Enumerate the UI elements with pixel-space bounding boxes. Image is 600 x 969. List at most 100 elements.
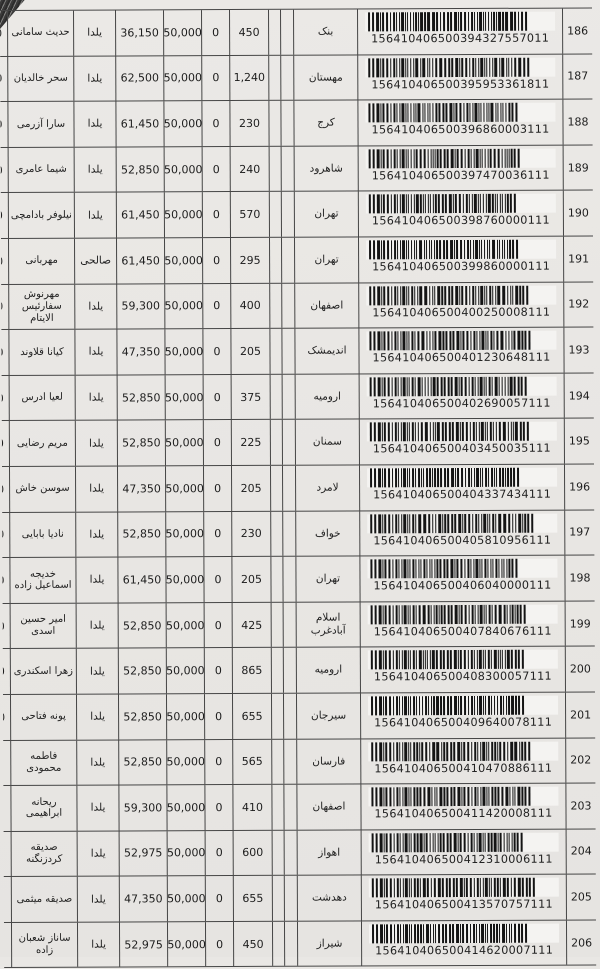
city-cell: دهدشت xyxy=(297,875,362,921)
clipped-left-value: 0 xyxy=(0,118,3,132)
clipped-left-cell xyxy=(3,831,12,877)
barcode-cell: 156410406500399860000111 xyxy=(358,236,565,283)
barcode-cell: 156410406500414620007111 xyxy=(361,920,568,966)
count-value: 655 xyxy=(241,709,263,723)
count-cell: 205 xyxy=(231,465,272,511)
zero-cell: 0 xyxy=(202,237,232,283)
table-row: 0 خدیجه اسماعیل زاده یلدا 61,450 50,000 … xyxy=(2,555,595,604)
amount-cell: 52,850 xyxy=(119,739,168,785)
city-name: دهدشت xyxy=(311,891,347,904)
row-number-cell: 198 xyxy=(565,556,594,601)
amount-value: 52,975 xyxy=(123,846,163,860)
period-label: یلدا xyxy=(90,756,106,769)
table-row: 0 مهربانی صالحی 61,450 50,000 0 295 تهرا… xyxy=(1,236,594,285)
table-row: 0 نیلوفر بادامچی یلدا 61,450 50,000 0 57… xyxy=(0,190,593,239)
barcode-icon xyxy=(367,649,558,670)
zero-value: 0 xyxy=(213,299,221,313)
empty-narrow-cell-1 xyxy=(271,602,284,648)
row-number: 191 xyxy=(568,252,590,266)
row-number: 206 xyxy=(571,936,593,950)
barcode-icon xyxy=(368,695,559,716)
clipped-left-cell: 0 xyxy=(0,10,9,56)
empty-narrow-cell-2 xyxy=(281,146,295,192)
amount-value: 59,300 xyxy=(123,801,163,815)
zero-cell: 0 xyxy=(203,465,233,511)
period-label: یلدا xyxy=(91,938,107,951)
city-cell: خواف xyxy=(296,510,361,556)
base-amount-value: 50,000 xyxy=(167,937,206,951)
clipped-left-cell: 0 xyxy=(0,102,9,147)
base-amount-value: 50,000 xyxy=(166,709,205,724)
base-amount-value: 50,000 xyxy=(167,801,206,815)
base-amount-value: 50,000 xyxy=(164,208,203,222)
base-amount-cell: 50,000 xyxy=(167,739,206,785)
amount-value: 52,975 xyxy=(124,938,163,952)
barcode-cell: 156410406500409640078111 xyxy=(360,692,567,738)
base-amount-cell: 50,000 xyxy=(164,55,203,101)
period-label: یلدا xyxy=(90,801,106,815)
city-cell: اهواز xyxy=(297,830,362,876)
city-cell: اصفهان xyxy=(297,784,362,830)
period-label: صالحی xyxy=(80,254,112,267)
empty-narrow-cell-1 xyxy=(269,192,282,237)
base-amount-cell: 50,000 xyxy=(165,420,204,466)
barcode-icon xyxy=(366,285,557,306)
clipped-left-cell xyxy=(3,740,12,786)
row-number-cell: 195 xyxy=(565,419,594,464)
empty-narrow-cell-1 xyxy=(270,465,284,511)
barcode-cell: 156410406500395953361811 xyxy=(358,54,564,100)
zero-value: 0 xyxy=(213,390,221,404)
clipped-left-cell: 0 xyxy=(1,238,10,284)
amount-cell: 59,300 xyxy=(119,785,168,831)
barcode-number: 156410406500406040000111 xyxy=(373,578,552,593)
city-name: تهران xyxy=(314,207,339,221)
table-row: صدیقه میثمی یلدا 47,350 50,000 0 655 دهد… xyxy=(3,874,596,923)
period-label: یلدا xyxy=(90,847,106,860)
clipped-left-cell: 0 xyxy=(0,147,9,193)
period-label: یلدا xyxy=(89,528,105,541)
count-value: 240 xyxy=(239,162,261,176)
empty-narrow-cell-1 xyxy=(269,146,282,192)
amount-cell: 52,850 xyxy=(118,648,167,694)
zero-value: 0 xyxy=(213,253,221,267)
base-amount-value: 50,000 xyxy=(167,892,206,906)
person-name-cell: مریم رضایی xyxy=(9,421,76,466)
empty-narrow-cell-1 xyxy=(270,283,283,329)
period-label: یلدا xyxy=(90,893,106,906)
amount-value: 61,450 xyxy=(122,573,162,587)
zero-cell: 0 xyxy=(205,921,235,967)
zero-value: 0 xyxy=(214,572,222,587)
count-value: 205 xyxy=(240,481,262,495)
barcode-number: 156410406500395953361811 xyxy=(371,77,550,92)
amount-cell: 52,850 xyxy=(117,420,166,466)
base-amount-value: 50,000 xyxy=(165,436,204,450)
base-amount-cell: 50,000 xyxy=(167,830,206,876)
clipped-left-value: 0 xyxy=(1,437,4,451)
barcode-icon xyxy=(366,330,557,351)
base-amount-value: 50,000 xyxy=(166,527,205,541)
barcode-number: 156410406500414620007111 xyxy=(375,943,554,958)
row-number-cell: 200 xyxy=(566,647,595,692)
table-row: 0 سحر خالدیان یلدا 62,500 50,000 0 1,240… xyxy=(0,54,593,103)
barcode-icon xyxy=(365,11,556,32)
clipped-left-cell: 0 xyxy=(2,694,12,740)
row-number-cell: 187 xyxy=(563,54,592,99)
person-name: مریم رضایی xyxy=(16,437,68,449)
count-value: 400 xyxy=(239,299,261,313)
count-cell: 425 xyxy=(232,602,272,648)
row-number: 194 xyxy=(568,389,590,403)
barcode-number: 156410406500404337434111 xyxy=(373,487,552,502)
zero-cell: 0 xyxy=(202,101,231,146)
clipped-left-value: 0 xyxy=(2,528,5,542)
person-name: سارا آزرمی xyxy=(16,118,66,130)
table-row: 0 سوسن خاش یلدا 47,350 50,000 0 205 لامر… xyxy=(1,464,595,513)
period-label: یلدا xyxy=(87,163,103,176)
base-amount-cell: 50,000 xyxy=(166,648,205,694)
count-cell: 225 xyxy=(231,420,271,465)
amount-value: 52,850 xyxy=(121,390,161,405)
zero-cell: 0 xyxy=(203,329,232,374)
period-cell: یلدا xyxy=(77,922,121,968)
period-cell: یلدا xyxy=(75,420,118,466)
count-cell: 410 xyxy=(233,784,273,830)
barcode-icon xyxy=(368,877,559,898)
